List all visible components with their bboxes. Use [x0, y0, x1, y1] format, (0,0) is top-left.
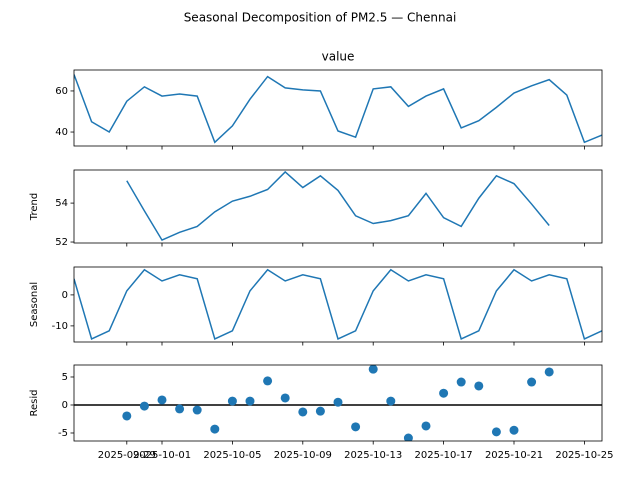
series-line: [74, 74, 602, 144]
x-tick-label: 2025-10-17: [415, 450, 473, 461]
x-tick-label: 2025-10-13: [344, 450, 402, 461]
scatter-point: [509, 425, 519, 435]
scatter-point: [280, 393, 290, 403]
x-tick-label: 2025-09-29: [98, 450, 156, 461]
y-tick-label: 0: [62, 400, 68, 411]
scatter-point: [439, 388, 449, 398]
scatter-point: [403, 433, 413, 441]
scatter-point: [139, 401, 149, 411]
axes-title: value: [322, 50, 355, 64]
x-tick-label: 2025-10-25: [555, 450, 613, 461]
scatter-point: [333, 397, 343, 407]
scatter-point: [474, 381, 484, 391]
scatter-point: [298, 407, 308, 417]
x-tick-label: 2025-10-09: [274, 450, 332, 461]
scatter-point: [368, 365, 378, 374]
scatter-point: [192, 405, 202, 415]
y-tick-label: 40: [55, 127, 68, 138]
y-tick-label: -5: [58, 428, 68, 439]
scatter-point: [544, 367, 554, 377]
scatter-point: [157, 395, 167, 405]
y-tick-label: 5: [62, 372, 68, 383]
scatter-point: [175, 404, 185, 414]
y-tick-label: 52: [55, 237, 68, 248]
x-tick-label: 2025-10-01: [133, 450, 191, 461]
plot-area: [74, 74, 602, 144]
series-line: [74, 268, 602, 340]
axes-frame: [73, 266, 603, 343]
scatter-point: [245, 396, 255, 406]
scatter-point: [315, 406, 325, 416]
scatter-point: [456, 377, 466, 387]
scatter-point: [263, 376, 273, 386]
y-tick-label: 54: [55, 198, 68, 209]
scatter-point: [227, 396, 237, 406]
scatter-point: [386, 396, 396, 406]
y-tick-label: 60: [55, 86, 68, 97]
axes-frame: [73, 169, 603, 244]
scatter-point: [122, 411, 132, 421]
y-axis-label: Seasonal: [29, 282, 40, 327]
y-tick-label: 0: [62, 290, 68, 301]
x-tick-label: 2025-10-05: [203, 450, 261, 461]
suptitle: Seasonal Decomposition of PM2.5 — Chenna…: [184, 11, 457, 25]
y-axis-label: Trend: [29, 193, 40, 221]
scatter-point: [351, 422, 361, 432]
plot-area: [74, 365, 602, 441]
scatter-point: [421, 421, 431, 431]
scatter-point: [210, 424, 220, 434]
scatter-point: [491, 427, 501, 437]
axes-frame: [73, 69, 603, 147]
series-line: [126, 170, 550, 242]
plot-area: [74, 268, 602, 340]
y-tick-label: -10: [52, 321, 68, 332]
y-axis-label: Resid: [29, 390, 40, 417]
axes-frame: [73, 364, 603, 442]
x-tick-label: 2025-10-21: [485, 450, 543, 461]
plot-area: [126, 170, 550, 242]
scatter-point: [527, 377, 537, 387]
